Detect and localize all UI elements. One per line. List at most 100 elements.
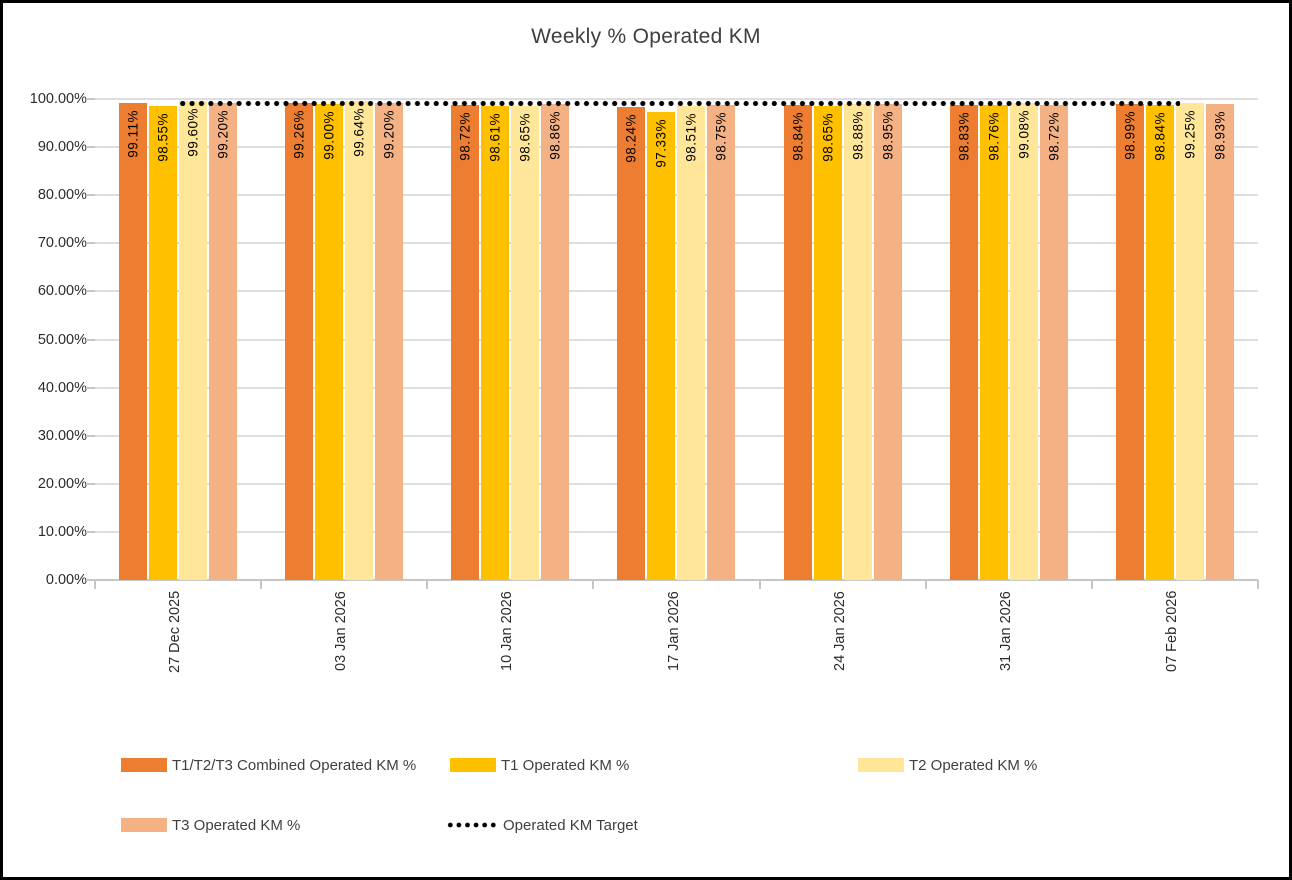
x-axis-tick [1090,580,1093,589]
y-axis-tick [86,338,95,341]
legend-label: Operated KM Target [503,816,638,834]
bar: 98.88% [843,104,872,580]
bar: 99.00% [315,103,344,580]
bar: 98.65% [511,105,540,580]
legend-label: T3 Operated KM % [172,816,301,834]
x-axis-tick [592,580,595,589]
bar: 99.20% [375,102,404,580]
y-axis-label: 40.00% [37,379,87,396]
bar: 98.72% [1039,105,1068,580]
bar-value-label: 98.95% [880,111,896,160]
bar: 99.11% [119,103,148,580]
x-axis-tick [758,580,761,589]
gridline [95,338,1258,341]
x-axis-label: 03 Jan 2026 [333,591,350,671]
bar-value-label: 98.88% [850,111,866,161]
bar: 99.26% [285,102,314,580]
bar: 97.33% [647,111,676,580]
bar: 99.08% [1009,103,1038,580]
legend-target-dots-icon [446,822,498,828]
bar: 98.72% [451,105,480,580]
bar: 98.24% [617,107,646,580]
bar: 98.84% [1145,104,1174,580]
y-axis-label: 10.00% [37,523,87,540]
y-axis-label: 60.00% [37,283,87,300]
y-axis-tick [86,290,95,293]
y-axis-label: 100.00% [29,91,87,107]
y-axis-label: 80.00% [37,187,87,204]
bar-value-label: 98.51% [683,113,699,162]
bar-value-label: 98.76% [986,111,1002,161]
bar-group: 98.83% 98.76% 99.08% 98.72% [926,99,1092,580]
y-axis-tick [86,579,95,581]
y-axis-tick [86,482,95,485]
gridline [95,482,1258,485]
legend-item-target: Operated KM Target [446,816,638,834]
bar-value-label: 99.08% [1016,110,1032,160]
bar-value-label: 99.20% [215,109,231,159]
bar-group: 98.84% 98.65% 98.88% 98.95% [760,99,926,580]
legend-item: T1/T2/T3 Combined Operated KM % [121,756,416,774]
x-axis-label: 27 Dec 2025 [167,591,184,674]
bar-value-label: 98.24% [623,114,639,164]
y-axis-label: 20.00% [37,475,87,492]
y-axis-label: 90.00% [37,139,87,156]
bar: 98.99% [1115,103,1144,580]
bar-group: 99.26% 99.00% 99.64% 99.20% [261,99,427,580]
bar-value-label: 99.25% [1182,109,1198,159]
bar-group: 98.72% 98.61% 98.65% 98.86% [427,99,593,580]
bar-value-label: 98.75% [713,112,729,161]
bar: 98.86% [541,104,570,580]
bar-value-label: 98.65% [517,112,533,162]
bar-value-label: 99.64% [351,107,367,157]
bar: 98.65% [813,105,842,580]
bar-value-label: 98.86% [547,111,563,161]
bar-value-label: 98.61% [487,112,503,162]
legend-swatch [450,758,496,772]
bar: 99.25% [1175,102,1204,580]
legend-label: T1/T2/T3 Combined Operated KM % [172,756,417,774]
bar: 98.76% [979,104,1008,580]
bar-group: 98.24% 97.33% 98.51% 98.75% [593,99,759,580]
bar-value-label: 98.72% [1046,112,1062,161]
y-axis-tick [86,386,95,389]
y-axis-label: 70.00% [37,235,87,252]
y-axis-label: 50.00% [37,331,87,348]
plot-area: 99.11% 98.55% 99.60% 99.20% 99.26% 99.00% 99.6… [95,98,1258,581]
bar: 98.75% [707,105,736,580]
legend-swatch [121,758,167,772]
bar-value-label: 99.26% [291,109,307,159]
gridline [95,290,1258,293]
legend-swatch [121,818,167,832]
bar-value-label: 99.00% [321,110,337,160]
gridline [95,194,1258,197]
legend-label: T2 Operated KM % [909,756,1038,774]
y-axis-tick [86,146,95,149]
x-axis-tick [94,580,96,589]
y-axis-tick [86,98,95,100]
x-axis-line [95,579,1258,581]
y-axis-tick [86,530,95,533]
bar: 98.55% [149,105,178,580]
legend-item: T2 Operated KM % [858,756,1037,774]
y-axis-tick [86,242,95,245]
bar: 98.83% [949,104,978,580]
bar-group: 99.11% 98.55% 99.60% 99.20% [95,99,261,580]
bar-value-label: 98.55% [155,112,171,162]
gridline [95,242,1258,245]
bar-value-label: 99.11% [125,110,141,159]
x-axis-label: 07 Feb 2026 [1163,591,1180,673]
gridline [95,386,1258,389]
bar: 98.61% [481,105,510,580]
bar-value-label: 98.84% [1152,111,1168,161]
target-line [178,100,1180,108]
bar-value-label: 98.83% [956,111,972,161]
gridline [95,146,1258,149]
bar: 99.60% [179,100,208,580]
bar-value-label: 98.99% [1122,110,1138,160]
bar-value-label: 99.60% [185,107,201,157]
bar: 98.95% [873,104,902,580]
x-axis-tick [260,580,263,589]
bar: 98.93% [1205,104,1234,580]
